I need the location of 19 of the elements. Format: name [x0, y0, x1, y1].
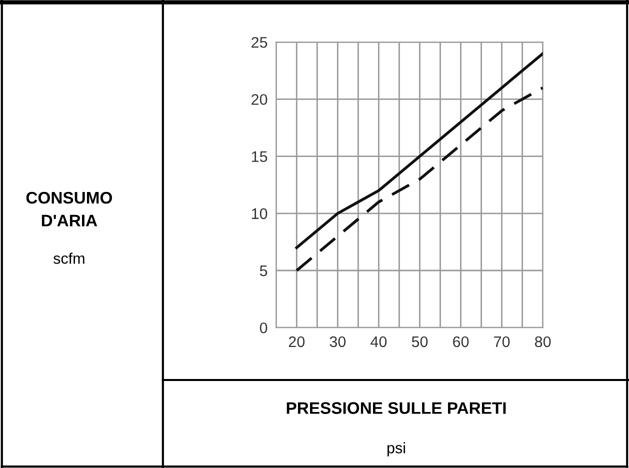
text: CONSUMO D'ARIA [26, 192, 112, 226]
x-tick-label: 30 [330, 336, 346, 348]
x-tick-label: 60 [453, 336, 469, 348]
line-series [295, 86, 543, 272]
x-tick-label: 80 [534, 336, 551, 348]
y-tick-label: 20 [252, 94, 268, 105]
x-axis-title: PRESSIONE SULLE PARETI [286, 402, 506, 414]
line-series [295, 52, 543, 250]
y-tick-label: 10 [252, 208, 268, 220]
x-tick-label: 70 [494, 336, 510, 348]
x-tick-label: 20 [288, 336, 305, 348]
y-tick-label: 15 [252, 151, 268, 162]
x-tick-label: 50 [412, 336, 428, 348]
text: scfm [53, 252, 84, 264]
text: psi [387, 442, 406, 456]
y-tick-label: 5 [260, 266, 268, 276]
x-tick-label: 40 [370, 336, 387, 348]
y-tick-label: 25 [252, 36, 268, 48]
y-tick-label: 0 [260, 322, 268, 334]
